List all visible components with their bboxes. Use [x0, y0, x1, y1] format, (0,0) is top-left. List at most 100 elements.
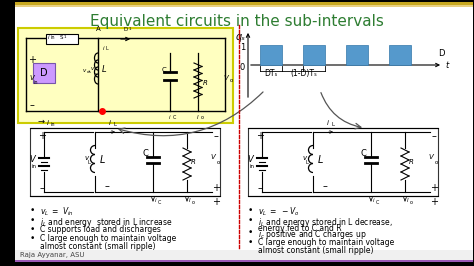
Text: t: t — [445, 60, 448, 69]
Text: S: S — [60, 35, 64, 40]
Text: L: L — [306, 160, 309, 165]
Text: i: i — [48, 35, 49, 40]
Text: R: R — [191, 159, 196, 165]
Text: D: D — [438, 48, 445, 57]
Bar — [15, 258, 473, 262]
Text: o: o — [435, 160, 438, 165]
Text: v: v — [83, 68, 86, 73]
Text: C: C — [158, 201, 161, 206]
Text: I: I — [189, 198, 191, 203]
Text: –: – — [39, 183, 45, 193]
Text: R: R — [203, 80, 208, 86]
Text: $i_L$ and energy stored in L decrease,: $i_L$ and energy stored in L decrease, — [258, 216, 393, 229]
Text: $v_L\ =\ -V_o$: $v_L\ =\ -V_o$ — [258, 206, 300, 218]
Text: o: o — [230, 78, 233, 84]
Bar — [30, 128, 220, 196]
Text: o: o — [201, 115, 204, 120]
Text: $i_c$ positive and C charges up: $i_c$ positive and C charges up — [258, 228, 367, 241]
Text: i: i — [169, 115, 171, 120]
Bar — [33, 63, 55, 83]
Bar — [260, 45, 282, 65]
Text: •: • — [29, 225, 35, 234]
Text: i: i — [109, 120, 111, 126]
Text: L: L — [88, 160, 91, 165]
Bar — [15, 2, 473, 5]
Text: I: I — [197, 115, 199, 120]
Text: C supports load and discharges: C supports load and discharges — [40, 225, 161, 234]
Text: •: • — [29, 234, 35, 243]
Text: A: A — [96, 26, 100, 32]
Text: +: + — [256, 131, 264, 141]
Text: •: • — [247, 228, 253, 237]
Text: V: V — [210, 154, 215, 160]
Text: o: o — [410, 201, 413, 206]
Text: •: • — [247, 216, 253, 225]
Text: L: L — [332, 122, 335, 127]
Bar — [46, 34, 78, 44]
Text: 1: 1 — [129, 27, 131, 31]
Text: L: L — [100, 155, 105, 165]
Bar — [248, 128, 438, 196]
Bar — [18, 28, 233, 123]
Text: 0: 0 — [240, 63, 245, 72]
Text: •: • — [247, 238, 253, 247]
Text: +: + — [212, 183, 220, 193]
Text: –: – — [214, 131, 219, 141]
Text: L: L — [102, 64, 107, 73]
Text: +: + — [430, 183, 438, 193]
Text: in: in — [34, 80, 38, 85]
Text: Raja Ayyanar, ASU: Raja Ayyanar, ASU — [20, 252, 84, 258]
Text: i: i — [103, 46, 104, 51]
Text: i: i — [373, 198, 374, 203]
Text: –: – — [323, 181, 328, 191]
Text: i: i — [327, 120, 329, 126]
Text: D: D — [124, 27, 128, 32]
Text: L: L — [93, 69, 96, 74]
Text: –: – — [29, 100, 35, 110]
Text: D: D — [40, 68, 48, 78]
Text: DTₛ: DTₛ — [264, 69, 278, 78]
Text: •: • — [29, 206, 35, 215]
Text: in: in — [51, 122, 55, 127]
Text: in: in — [31, 164, 36, 168]
Text: C large enough to maintain voltage: C large enough to maintain voltage — [40, 234, 176, 243]
Text: →: → — [38, 117, 45, 126]
Text: –: – — [431, 131, 437, 141]
Text: almost constant (small ripple): almost constant (small ripple) — [258, 246, 374, 255]
Text: +: + — [38, 131, 46, 141]
Text: 1: 1 — [240, 43, 245, 52]
Bar — [15, 250, 473, 260]
Text: 1: 1 — [64, 35, 66, 39]
Text: v: v — [303, 155, 307, 161]
Text: I: I — [407, 198, 409, 203]
Text: V: V — [223, 75, 228, 81]
Text: $v_L\ =\ V_{in}$: $v_L\ =\ V_{in}$ — [40, 206, 74, 218]
Text: V: V — [29, 75, 35, 81]
Text: C: C — [360, 149, 366, 159]
Text: C: C — [173, 115, 176, 120]
Text: v: v — [91, 66, 94, 72]
Text: (1-D)Tₛ: (1-D)Tₛ — [291, 69, 318, 78]
Text: –: – — [105, 181, 109, 191]
Text: Equivalent circuits in the sub-intervals: Equivalent circuits in the sub-intervals — [90, 14, 384, 29]
Text: L: L — [106, 46, 109, 51]
Text: in: in — [249, 164, 255, 168]
Bar — [15, 5, 473, 7]
Text: qₛ: qₛ — [235, 32, 245, 42]
Bar — [303, 45, 325, 65]
Text: V: V — [29, 156, 35, 164]
Bar — [389, 45, 411, 65]
Text: C: C — [142, 149, 148, 159]
Text: i: i — [155, 198, 156, 203]
Text: ds: ds — [87, 70, 92, 74]
Text: +: + — [430, 197, 438, 207]
Text: V: V — [247, 156, 253, 164]
Text: i: i — [47, 120, 49, 126]
Bar — [346, 45, 368, 65]
Text: •: • — [29, 216, 35, 225]
Text: v: v — [85, 155, 89, 161]
Text: V: V — [428, 154, 433, 160]
Text: o: o — [217, 160, 220, 165]
Text: in: in — [51, 35, 55, 40]
Text: –: – — [257, 183, 263, 193]
